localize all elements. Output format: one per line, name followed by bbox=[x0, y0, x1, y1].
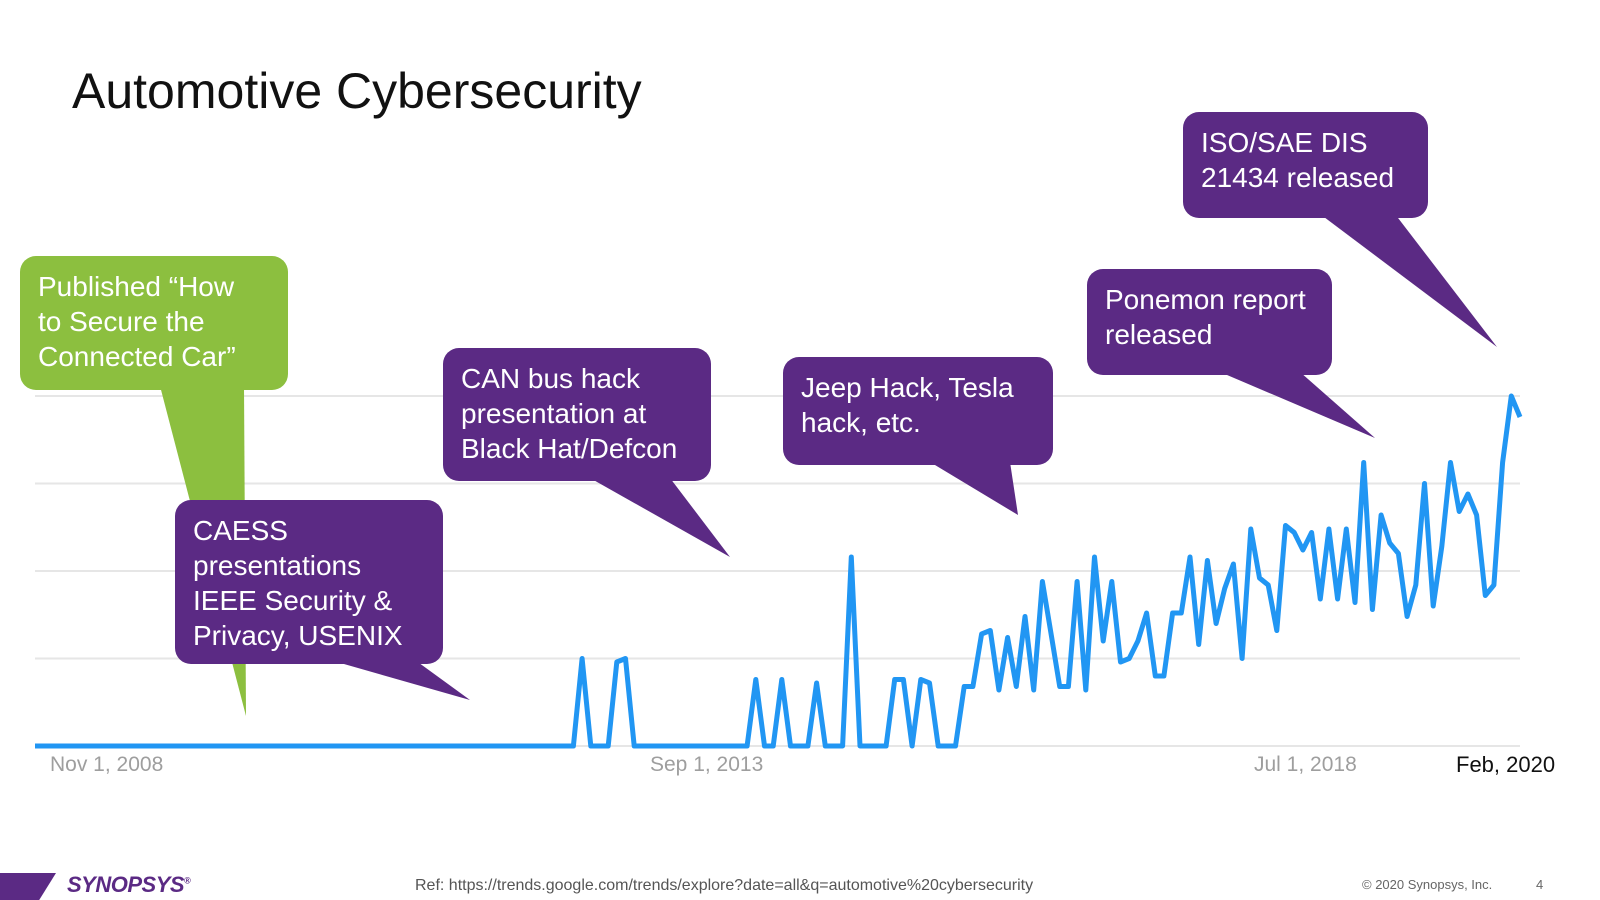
callout-line: to Secure the bbox=[38, 306, 205, 337]
callout-jeep-tesla: Jeep Hack, Tesla hack, etc. bbox=[783, 357, 1053, 465]
callout-line: CAN bus hack bbox=[461, 363, 640, 394]
callout-pointer-iso-sae bbox=[1320, 214, 1497, 347]
callout-line: presentations bbox=[193, 550, 362, 581]
callout-pointer-jeep-tesla bbox=[930, 462, 1018, 515]
callout-iso-sae: ISO/SAE DIS 21434 released bbox=[1183, 112, 1428, 218]
x-tick-label: Jul 1, 2018 bbox=[1254, 753, 1357, 776]
chart-x-ticks: Nov 1, 2008 Sep 1, 2013 Jul 1, 2018 Feb, 20… bbox=[50, 752, 1555, 777]
slide-title: Automotive Cybersecurity bbox=[72, 63, 642, 119]
callout-line: Connected Car” bbox=[38, 341, 236, 372]
logo-text: SYNOPSYS bbox=[67, 872, 185, 897]
callout-pointer-caess bbox=[330, 660, 470, 700]
synopsys-logo: SYNOPSYS® bbox=[67, 872, 191, 898]
callout-connected-car: Published “How to Secure the Connected Car… bbox=[20, 256, 288, 390]
footer-copyright: © 2020 Synopsys, Inc. bbox=[1362, 877, 1493, 892]
x-tick-label: Sep 1, 2013 bbox=[650, 753, 763, 776]
chart-line-layer bbox=[35, 393, 1523, 749]
callout-can-bus: CAN bus hack presentation at Black Hat/Def… bbox=[443, 348, 711, 481]
callout-line: IEEE Security & bbox=[193, 585, 393, 616]
callout-pointer-ponemon bbox=[1220, 372, 1375, 438]
callout-line: ISO/SAE DIS bbox=[1201, 127, 1368, 158]
page-number: 4 bbox=[1536, 877, 1544, 892]
callout-line: Jeep Hack, Tesla bbox=[801, 372, 1014, 403]
x-end-label: Feb, 2020 bbox=[1456, 752, 1555, 777]
callout-line: CAESS bbox=[193, 515, 288, 546]
callout-line: hack, etc. bbox=[801, 407, 921, 438]
footer-reference: Ref: https://trends.google.com/trends/ex… bbox=[415, 877, 1034, 894]
callout-pointer-can-bus bbox=[590, 478, 730, 557]
callout-ponemon: Ponemon report released bbox=[1087, 269, 1332, 375]
callout-line: Privacy, USENIX bbox=[193, 620, 403, 651]
callout-line: presentation at bbox=[461, 398, 647, 429]
x-tick-label: Nov 1, 2008 bbox=[50, 753, 163, 776]
callout-line: 21434 released bbox=[1201, 162, 1395, 193]
callout-caess: CAESS presentations IEEE Security & Privacy… bbox=[175, 500, 443, 664]
callout-line: released bbox=[1105, 319, 1213, 350]
logo-mark: ® bbox=[184, 875, 191, 886]
callout-line: Ponemon report bbox=[1105, 284, 1306, 315]
trend-series-line bbox=[35, 393, 1523, 749]
callout-line: Published “How bbox=[38, 271, 235, 302]
callout-line: Black Hat/Defcon bbox=[461, 433, 678, 464]
